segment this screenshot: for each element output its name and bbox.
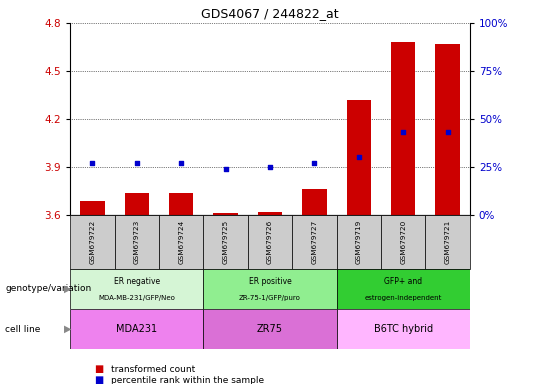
Bar — [292, 215, 336, 269]
Text: GSM679724: GSM679724 — [178, 219, 184, 263]
Text: ZR-75-1/GFP/puro: ZR-75-1/GFP/puro — [239, 295, 301, 301]
Bar — [302, 189, 327, 215]
Text: GSM679726: GSM679726 — [267, 219, 273, 263]
Point — [132, 160, 141, 166]
Bar — [70, 309, 204, 349]
Text: ▶: ▶ — [64, 284, 71, 294]
Bar — [426, 215, 470, 269]
Bar — [70, 269, 204, 309]
Bar — [435, 44, 460, 215]
Text: GFP+ and: GFP+ and — [384, 277, 422, 286]
Text: cell line: cell line — [5, 324, 41, 334]
Bar — [159, 215, 204, 269]
Bar — [258, 212, 282, 215]
Bar — [80, 200, 105, 215]
Point — [221, 166, 230, 172]
Text: GSM679725: GSM679725 — [222, 219, 228, 263]
Bar — [391, 42, 415, 215]
Point — [266, 164, 274, 170]
Bar — [213, 214, 238, 215]
Point — [354, 154, 363, 161]
Text: estrogen-independent: estrogen-independent — [364, 295, 442, 301]
Text: transformed count: transformed count — [111, 365, 195, 374]
Text: GSM679721: GSM679721 — [444, 219, 450, 263]
Text: GSM679720: GSM679720 — [400, 219, 406, 263]
Title: GDS4067 / 244822_at: GDS4067 / 244822_at — [201, 7, 339, 20]
Text: ■: ■ — [94, 375, 104, 384]
Point — [399, 129, 408, 136]
Text: MDA-MB-231/GFP/Neo: MDA-MB-231/GFP/Neo — [98, 295, 176, 301]
Text: genotype/variation: genotype/variation — [5, 284, 92, 293]
Text: ZR75: ZR75 — [257, 324, 283, 334]
Point — [177, 160, 186, 166]
Bar — [114, 215, 159, 269]
Bar — [204, 215, 248, 269]
Bar — [70, 215, 114, 269]
Text: MDA231: MDA231 — [116, 324, 157, 334]
Text: GSM679723: GSM679723 — [134, 219, 140, 263]
Text: ER negative: ER negative — [114, 277, 160, 286]
Bar — [204, 309, 336, 349]
Bar — [347, 100, 371, 215]
Bar — [248, 215, 292, 269]
Bar — [336, 215, 381, 269]
Text: B6TC hybrid: B6TC hybrid — [374, 324, 433, 334]
Point — [443, 129, 452, 136]
Bar — [381, 215, 426, 269]
Text: GSM679727: GSM679727 — [312, 219, 318, 263]
Bar — [204, 269, 336, 309]
Bar — [336, 269, 470, 309]
Text: ■: ■ — [94, 364, 104, 374]
Point — [88, 160, 97, 166]
Text: GSM679722: GSM679722 — [90, 219, 96, 263]
Text: GSM679719: GSM679719 — [356, 219, 362, 263]
Text: ER positive: ER positive — [248, 277, 292, 286]
Text: ▶: ▶ — [64, 324, 71, 334]
Text: percentile rank within the sample: percentile rank within the sample — [111, 376, 264, 384]
Bar — [336, 309, 470, 349]
Bar — [169, 193, 193, 215]
Bar — [125, 193, 149, 215]
Point — [310, 160, 319, 166]
